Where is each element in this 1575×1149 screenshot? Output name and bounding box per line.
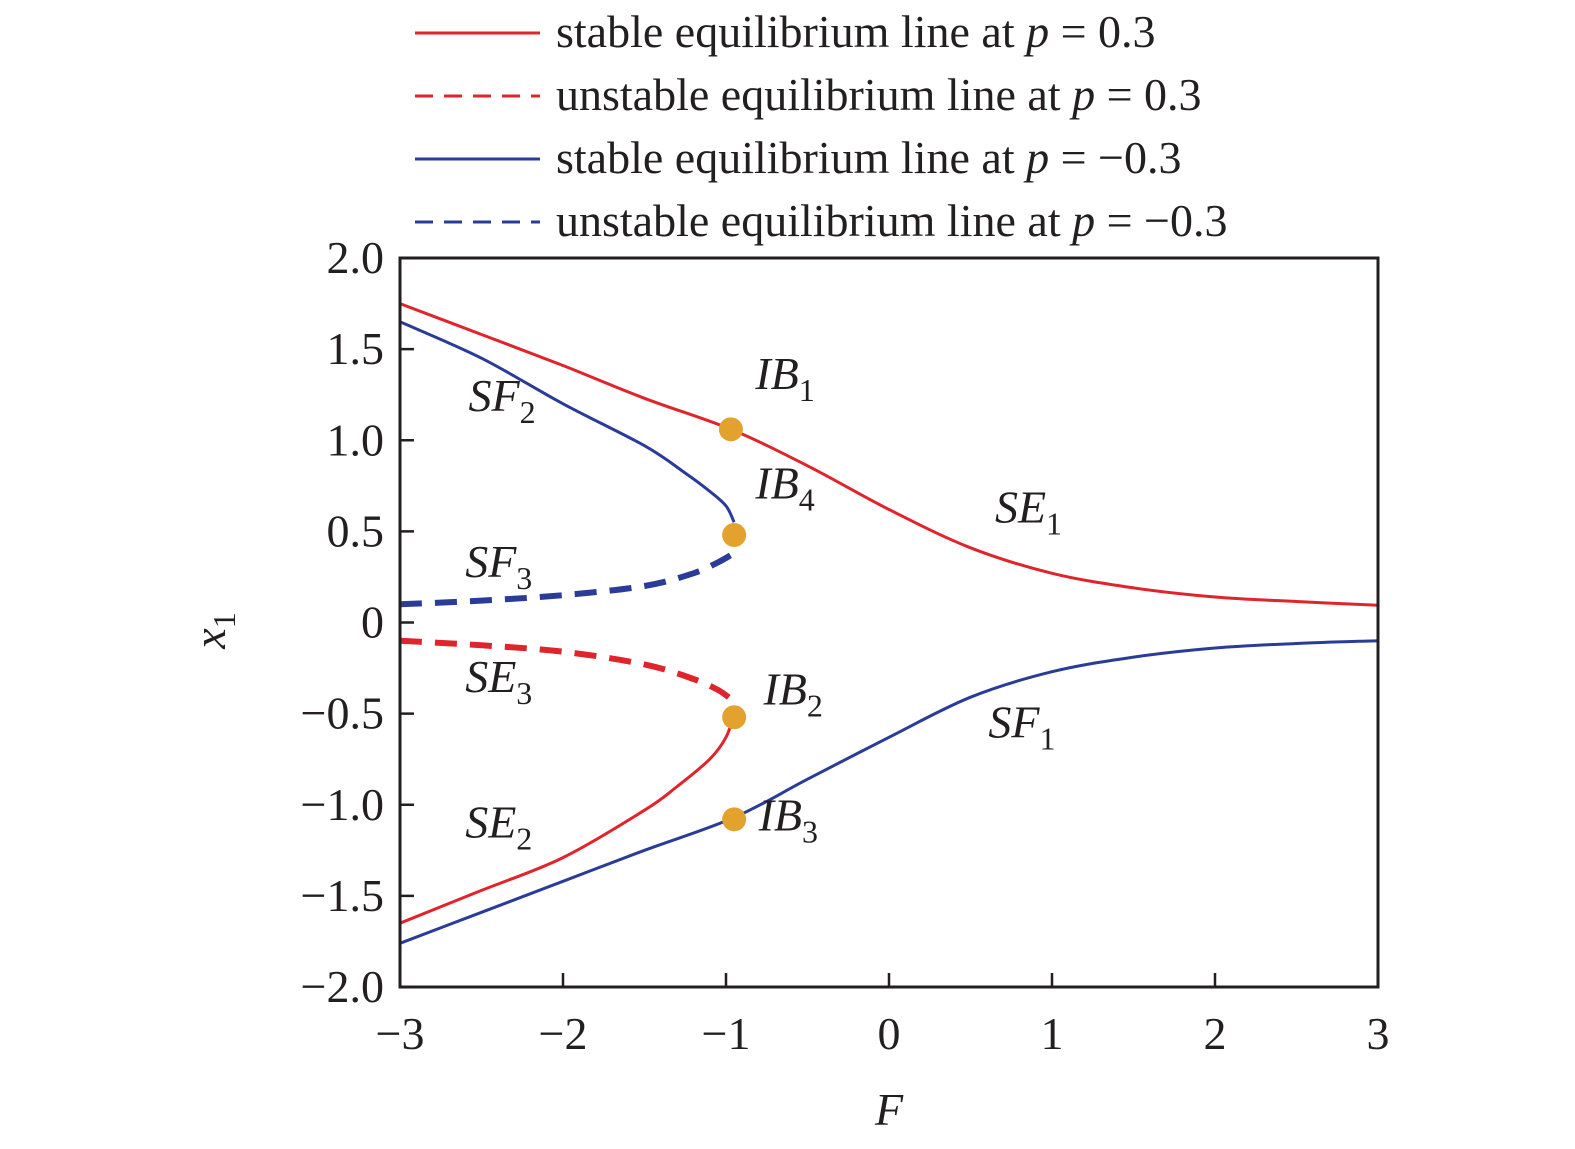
region-label-se3: SE3 — [465, 651, 532, 711]
x-axis-ticks: −3 −2 −1 0 1 2 3 — [376, 973, 1390, 1059]
y-tick-label: −1.0 — [301, 779, 384, 830]
curve-5-unstable — [399, 637, 733, 702]
legend-entry-3: stable equilibrium line at p = −0.3 — [556, 132, 1182, 183]
x-tick-label: −2 — [539, 1008, 588, 1059]
y-tick-label: 0.5 — [327, 505, 385, 556]
x-tick-label: 2 — [1204, 1008, 1227, 1059]
y-tick-label: 1.5 — [327, 323, 385, 374]
plot-curves — [399, 302, 1379, 945]
y-tick-label: 0 — [361, 597, 384, 648]
region-label-sf3: SF3 — [465, 536, 532, 596]
curve-6-stable — [399, 713, 736, 925]
y-tick-label: 2.0 — [327, 232, 385, 283]
region-label-sf1: SF1 — [988, 696, 1055, 756]
point-label-ib2: IB2 — [762, 664, 822, 724]
legend: stable equilibrium line at p = 0.3 unstab… — [415, 6, 1228, 246]
plot-frame — [398, 256, 1380, 989]
x-tick-label: −3 — [376, 1008, 425, 1059]
legend-entry-2: unstable equilibrium line at p = 0.3 — [556, 69, 1202, 120]
x-tick-label: 1 — [1041, 1008, 1064, 1059]
region-label-se2: SE2 — [465, 797, 532, 857]
bifurcation-point-ib1 — [718, 417, 743, 442]
x-tick-label: 3 — [1367, 1008, 1390, 1059]
x-tick-label: 0 — [878, 1008, 901, 1059]
curve-1-stable — [399, 302, 1379, 607]
y-tick-label: −1.5 — [301, 870, 384, 921]
region-label-se1: SE1 — [995, 481, 1062, 541]
y-axis-label-subscript: 1 — [206, 612, 242, 628]
y-axis-label: x1 — [184, 612, 242, 649]
point-label-ib1: IB1 — [754, 348, 814, 408]
bifurcation-point-ib3 — [722, 807, 747, 832]
point-label-ib3: IB3 — [758, 789, 818, 849]
curve-4-unstable — [399, 552, 733, 608]
bifurcation-points: IB1 IB4 IB2 IB3 — [718, 348, 823, 849]
region-labels: SF2 SF3 SE3 SE2 SE1 SF1 — [465, 370, 1062, 856]
point-label-ib4: IB4 — [754, 458, 814, 518]
x-axis-label: F — [874, 1084, 904, 1135]
y-tick-label: 1.0 — [327, 414, 385, 465]
y-axis-label-main: x — [184, 628, 235, 650]
curve-3-stable — [399, 320, 736, 523]
legend-entry-4: unstable equilibrium line at p = −0.3 — [556, 195, 1228, 246]
bifurcation-point-ib2 — [722, 705, 747, 730]
y-tick-label: −0.5 — [301, 688, 384, 739]
bifurcation-point-ib4 — [722, 523, 747, 548]
region-label-sf2: SF2 — [468, 370, 535, 430]
curve-2-stable — [399, 639, 1379, 945]
y-axis-ticks: −2.0 −1.5 −1.0 −0.5 0 0.5 1.0 1.5 2.0 — [301, 232, 414, 1012]
x-tick-label: −1 — [702, 1008, 751, 1059]
legend-entry-1: stable equilibrium line at p = 0.3 — [556, 6, 1156, 57]
y-tick-label: −2.0 — [301, 961, 384, 1012]
